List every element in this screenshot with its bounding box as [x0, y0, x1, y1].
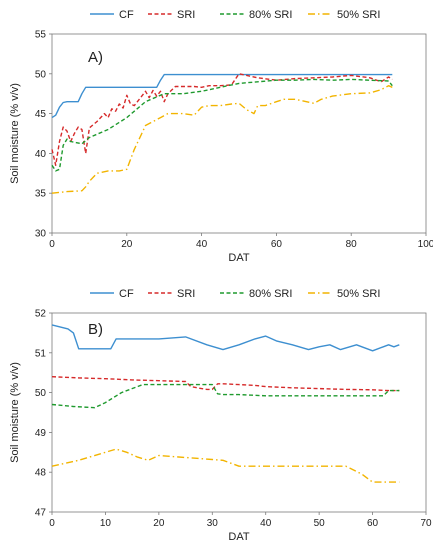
legend-50sri-a: 50% SRI	[308, 9, 380, 21]
legend-sri-b: SRI	[148, 288, 195, 300]
y-ticks-a: 30 35 40 45 50 55	[35, 30, 52, 240]
x-tick-label-b-0: 0	[49, 518, 55, 529]
legend-cf-label-b: CF	[119, 288, 134, 300]
y-tick-label-a-45: 45	[35, 109, 47, 120]
y-tick-label-a-35: 35	[35, 189, 47, 200]
x-tick-label-a-0: 0	[49, 239, 55, 250]
x-tick-label-b-30: 30	[207, 518, 219, 529]
panel-label-b: B)	[88, 321, 103, 338]
legend-80sri-b: 80% SRI	[220, 288, 292, 300]
y-tick-label-a-55: 55	[35, 30, 47, 41]
y-tick-label-b-51: 51	[35, 348, 47, 359]
x-tick-label-a-20: 20	[121, 239, 133, 250]
series-group-b	[51, 324, 400, 483]
legend-sri-label-b: SRI	[177, 288, 195, 300]
x-tick-label-b-70: 70	[420, 518, 432, 529]
legend-sri-a: SRI	[148, 9, 195, 21]
y-tick-label-a-50: 50	[35, 69, 47, 80]
x-axis-label-a: DAT	[228, 252, 249, 264]
y-axis-label-b: Soil moisture (% v/v)	[9, 362, 21, 463]
series-group-a	[51, 73, 393, 194]
y-tick-label-b-52: 52	[35, 309, 47, 320]
legend-80sri-label-a: 80% SRI	[249, 9, 292, 21]
y-tick-label-b-47: 47	[35, 508, 47, 519]
x-tick-label-b-50: 50	[314, 518, 326, 529]
sri-line-a	[51, 73, 393, 167]
x-axis-label-b: DAT	[228, 531, 249, 543]
50sri-line-a	[51, 84, 393, 194]
x-tick-label-a-100: 100	[418, 239, 433, 250]
legend-b: CF SRI 80% SRI 50% SRI	[90, 288, 380, 300]
y-ticks-b: 47 48 49 50 51 52	[35, 309, 52, 519]
legend-cf-b: CF	[90, 288, 134, 300]
y-tick-label-a-30: 30	[35, 229, 47, 240]
x-tick-label-b-40: 40	[260, 518, 272, 529]
sri-line-b	[51, 376, 400, 392]
legend-cf-label-a: CF	[119, 9, 134, 21]
80sri-line-a	[51, 78, 393, 172]
x-tick-label-b-20: 20	[153, 518, 165, 529]
x-ticks-b: 0 10 20 30 40 50 60 70	[49, 512, 432, 529]
y-tick-label-a-40: 40	[35, 149, 47, 160]
chart-panel-a: CF SRI 80% SRI 50% SRI 0 20 40 60 80 100 30 35 40 4…	[9, 9, 433, 264]
y-tick-label-b-48: 48	[35, 468, 47, 479]
legend-80sri-label-b: 80% SRI	[249, 288, 292, 300]
legend-80sri-a: 80% SRI	[220, 9, 292, 21]
plot-area-a	[51, 33, 427, 234]
legend-a: CF SRI 80% SRI 50% SRI	[90, 9, 380, 21]
x-tick-label-a-80: 80	[346, 239, 358, 250]
legend-50sri-label-a: 50% SRI	[337, 9, 380, 21]
cf-line-a	[51, 73, 393, 119]
x-tick-label-b-60: 60	[367, 518, 379, 529]
80sri-line-b	[51, 383, 400, 409]
cf-line-b	[51, 324, 400, 352]
x-tick-label-a-60: 60	[271, 239, 283, 250]
plot-area-b	[51, 312, 427, 513]
legend-sri-label-a: SRI	[177, 9, 195, 21]
y-tick-label-b-50: 50	[35, 388, 47, 399]
y-tick-label-b-49: 49	[35, 428, 47, 439]
legend-50sri-label-b: 50% SRI	[337, 288, 380, 300]
y-axis-label-a: Soil moisture (% v/v)	[9, 83, 21, 184]
x-ticks-a: 0 20 40 60 80 100	[49, 233, 433, 250]
x-tick-label-a-40: 40	[196, 239, 208, 250]
panel-label-a: A)	[88, 49, 103, 66]
legend-cf-a: CF	[90, 9, 134, 21]
legend-50sri-b: 50% SRI	[308, 288, 380, 300]
50sri-line-b	[51, 448, 400, 483]
chart-panel-b: CF SRI 80% SRI 50% SRI 0 10 20 30 40 50 60 70 47 48…	[9, 288, 432, 543]
x-tick-label-b-10: 10	[100, 518, 112, 529]
